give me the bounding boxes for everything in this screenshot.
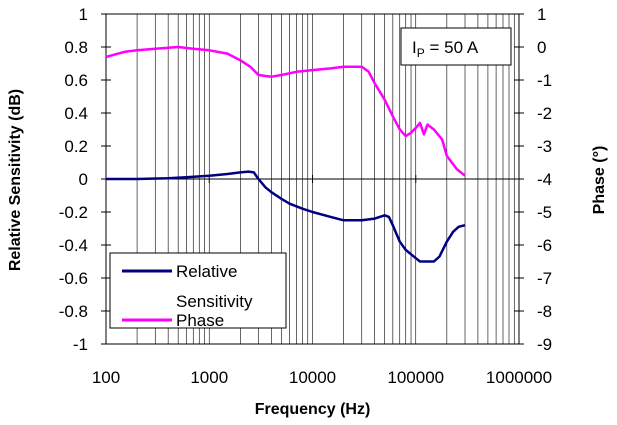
x-tick-label: 100000: [387, 368, 444, 387]
y-left-tick-label: 0: [79, 170, 88, 189]
y-left-tick-label: 0.4: [64, 104, 88, 123]
x-tick-label: 1000: [190, 368, 228, 387]
y-axis-right-title: Phase (°): [591, 146, 608, 215]
annotation-box: [400, 27, 512, 66]
y-right-tick-label: 0: [537, 38, 546, 57]
y-right-tick-label: -7: [537, 269, 552, 288]
y-left-tick-label: 0.8: [64, 38, 88, 57]
y-left-tick-label: -1: [73, 335, 88, 354]
x-tick-label: 10000: [289, 368, 336, 387]
x-tick-label: 1000000: [486, 368, 552, 387]
legend-label-sensitivity: Sensitivity: [176, 292, 253, 311]
annotation-rest: = 50 A: [425, 38, 479, 57]
y-left-tick-label: -0.4: [59, 236, 88, 255]
y-right-tick-label: 1: [537, 5, 546, 24]
y-right-tick-label: -4: [537, 170, 552, 189]
y-left-tick-label: 0.6: [64, 71, 88, 90]
current-annotation: IP = 50 A: [400, 27, 512, 66]
y-left-tick-label: 0.2: [64, 137, 88, 156]
y-left-tick-label: -0.2: [59, 203, 88, 222]
y-left-tick-label: -0.8: [59, 302, 88, 321]
axis-ticks: 100 1000 10000 100000 1000000 1 0.8 0.6 0.4 0.2 0 -…: [59, 5, 552, 387]
annotation-subscript: P: [417, 46, 425, 60]
y-left-tick-label: -0.6: [59, 269, 88, 288]
legend-label-relative: Relative: [176, 262, 237, 281]
y-right-tick-label: -9: [537, 335, 552, 354]
y-right-tick-label: -8: [537, 302, 552, 321]
annotation-text: IP = 50 A: [412, 38, 479, 60]
series-relative-sensitivity: [106, 170, 466, 263]
legend-label-phase: Phase: [176, 311, 224, 330]
legend-box: [109, 252, 287, 329]
series-phase: [105, 45, 466, 177]
legend: Relative Sensitivity Phase: [109, 252, 287, 330]
x-tick-label: 100: [92, 368, 120, 387]
x-axis-title: Frequency (Hz): [255, 401, 371, 418]
y-right-tick-label: -2: [537, 104, 552, 123]
y-left-tick-label: 1: [79, 5, 88, 24]
y-right-tick-label: -1: [537, 71, 552, 90]
y-right-tick-label: -5: [537, 203, 552, 222]
y-axis-left-title: Relative Sensitivity (dB): [7, 89, 24, 271]
annotation-main: I: [412, 38, 417, 57]
series-layer: [105, 45, 466, 263]
y-right-tick-label: -3: [537, 137, 552, 156]
y-right-tick-label: -6: [537, 236, 552, 255]
